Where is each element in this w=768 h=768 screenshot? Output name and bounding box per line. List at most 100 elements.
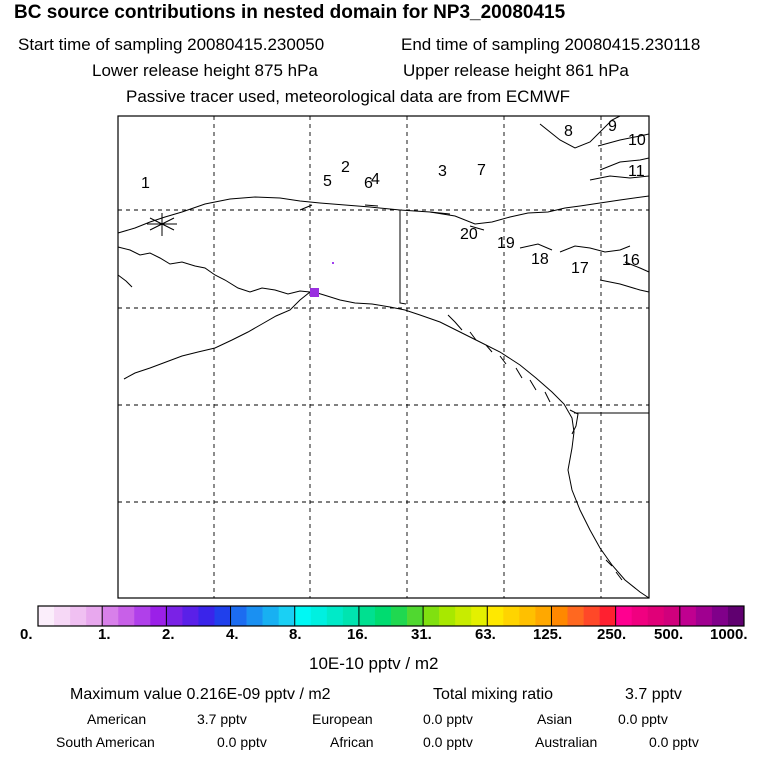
south-american-value: 0.0 pptv bbox=[217, 734, 267, 750]
lower-release-height: Lower release height 875 hPa bbox=[92, 61, 318, 80]
colorbar-swatch bbox=[102, 606, 119, 626]
colorbar-swatch bbox=[519, 606, 536, 626]
african-value: 0.0 pptv bbox=[423, 734, 473, 750]
marker-10: 10 bbox=[628, 132, 646, 149]
page-title: BC source contributions in nested domain… bbox=[14, 2, 566, 23]
colorbar-tick-16: 16. bbox=[347, 626, 368, 643]
colorbar-swatch bbox=[358, 606, 376, 626]
colorbar-swatch bbox=[391, 606, 408, 626]
american-value: 3.7 pptv bbox=[197, 711, 247, 727]
marker-20: 20 bbox=[460, 226, 478, 243]
colorbar-swatch bbox=[70, 606, 87, 626]
marker-3: 3 bbox=[438, 163, 447, 180]
colorbar-border bbox=[37, 605, 745, 627]
colorbar-swatch bbox=[86, 606, 103, 626]
colorbar-swatch bbox=[551, 606, 568, 626]
marker-11: 11 bbox=[628, 163, 645, 180]
borders bbox=[399, 210, 649, 414]
release-site-marker bbox=[147, 213, 177, 236]
colorbar-swatch bbox=[679, 606, 697, 626]
colorbar-swatch bbox=[198, 606, 215, 626]
australian-value: 0.0 pptv bbox=[649, 734, 699, 750]
colorbar-swatch bbox=[214, 606, 231, 626]
colorbar-tick-2: 2. bbox=[162, 626, 175, 643]
grid-lines bbox=[118, 116, 649, 598]
colorbar-tick-125: 125. bbox=[533, 626, 563, 643]
marker-9: 9 bbox=[608, 118, 617, 135]
colorbar-swatch bbox=[118, 606, 135, 626]
colorbar-swatch bbox=[535, 606, 552, 626]
colorbar-swatch bbox=[407, 606, 424, 626]
colorbar-tick-0: 0. bbox=[20, 626, 33, 643]
colorbar-tick-250: 250. bbox=[597, 626, 627, 643]
source-cell-small bbox=[332, 262, 334, 264]
colorbar-tick-500: 500. bbox=[654, 626, 684, 643]
trajectory-markers: 1 2 3 4 5 6 7 8 9 10 11 16 17 18 19 20 bbox=[141, 118, 646, 277]
colorbar-swatch bbox=[471, 606, 488, 626]
contribution-hotspot bbox=[310, 288, 319, 297]
marker-16: 16 bbox=[622, 252, 640, 269]
marker-2: 2 bbox=[341, 159, 350, 176]
marker-7: 7 bbox=[477, 162, 486, 179]
colorbar-swatch bbox=[663, 606, 681, 626]
colorbar-tick-8: 8. bbox=[289, 626, 302, 643]
colorbar-tick-4: 4. bbox=[226, 626, 239, 643]
colorbar-swatch bbox=[38, 606, 55, 626]
colorbar-swatch bbox=[647, 606, 665, 626]
colorbar-swatch bbox=[278, 606, 296, 626]
colorbar-tick-1: 1. bbox=[98, 626, 111, 643]
colorbar-swatch bbox=[615, 606, 632, 626]
european-value: 0.0 pptv bbox=[423, 711, 473, 727]
marker-5: 5 bbox=[323, 173, 332, 190]
colorbar-swatch bbox=[310, 606, 328, 626]
colorbar-tick-1000: 1000. bbox=[710, 626, 748, 643]
end-time: End time of sampling 20080415.230118 bbox=[401, 35, 701, 54]
start-time: Start time of sampling 20080415.230050 bbox=[18, 35, 325, 54]
tracer-note: Passive tracer used, meteorological data… bbox=[126, 87, 571, 106]
colorbar bbox=[37, 605, 745, 627]
maximum-value: Maximum value 0.216E-09 pptv / m2 bbox=[70, 686, 331, 703]
upper-release-height: Upper release height 861 hPa bbox=[403, 61, 629, 80]
marker-19: 19 bbox=[497, 235, 515, 252]
colorbar-swatch bbox=[583, 606, 600, 626]
marker-4: 4 bbox=[371, 171, 380, 188]
colorbar-swatch bbox=[599, 606, 616, 626]
american-label: American bbox=[87, 711, 147, 727]
colorbar-swatch bbox=[134, 606, 151, 626]
marker-6: 6 bbox=[364, 175, 373, 192]
total-mixing-ratio-label: Total mixing ratio bbox=[433, 686, 554, 703]
australian-label: Australian bbox=[535, 734, 598, 750]
colorbar-tick-31: 31. bbox=[411, 626, 432, 643]
colorbar-swatch bbox=[182, 606, 199, 626]
marker-18: 18 bbox=[531, 251, 549, 268]
colorbar-swatch bbox=[326, 606, 344, 626]
colorbar-swatch bbox=[374, 606, 392, 626]
colorbar-swatch bbox=[150, 606, 167, 626]
asian-label: Asian bbox=[537, 711, 573, 727]
marker-8: 8 bbox=[564, 123, 573, 140]
european-label: European bbox=[312, 711, 373, 727]
colorbar-swatch bbox=[294, 606, 312, 626]
colorbar-swatch bbox=[711, 606, 729, 626]
colorbar-unit: 10E-10 pptv / m2 bbox=[309, 654, 439, 673]
colorbar-swatch bbox=[487, 606, 504, 626]
asian-value: 0.0 pptv bbox=[618, 711, 668, 727]
colorbar-swatch bbox=[439, 606, 456, 626]
marker-1: 1 bbox=[141, 175, 150, 192]
colorbar-swatch bbox=[727, 606, 745, 626]
colorbar-swatch bbox=[342, 606, 360, 626]
south-american-label: South American bbox=[56, 734, 155, 750]
colorbar-swatch bbox=[631, 606, 649, 626]
colorbar-swatch bbox=[166, 606, 183, 626]
colorbar-swatch bbox=[54, 606, 71, 626]
colorbar-swatch bbox=[246, 606, 263, 626]
map-panel: 1 2 3 4 5 6 7 8 9 10 11 16 17 18 19 20 bbox=[117, 115, 650, 599]
colorbar-swatch bbox=[567, 606, 584, 626]
colorbar-swatch bbox=[230, 606, 247, 626]
total-mixing-ratio-value: 3.7 pptv bbox=[625, 686, 682, 703]
colorbar-tick-63: 63. bbox=[475, 626, 496, 643]
colorbar-swatch bbox=[262, 606, 279, 626]
marker-17: 17 bbox=[571, 260, 589, 277]
colorbar-swatch bbox=[455, 606, 472, 626]
